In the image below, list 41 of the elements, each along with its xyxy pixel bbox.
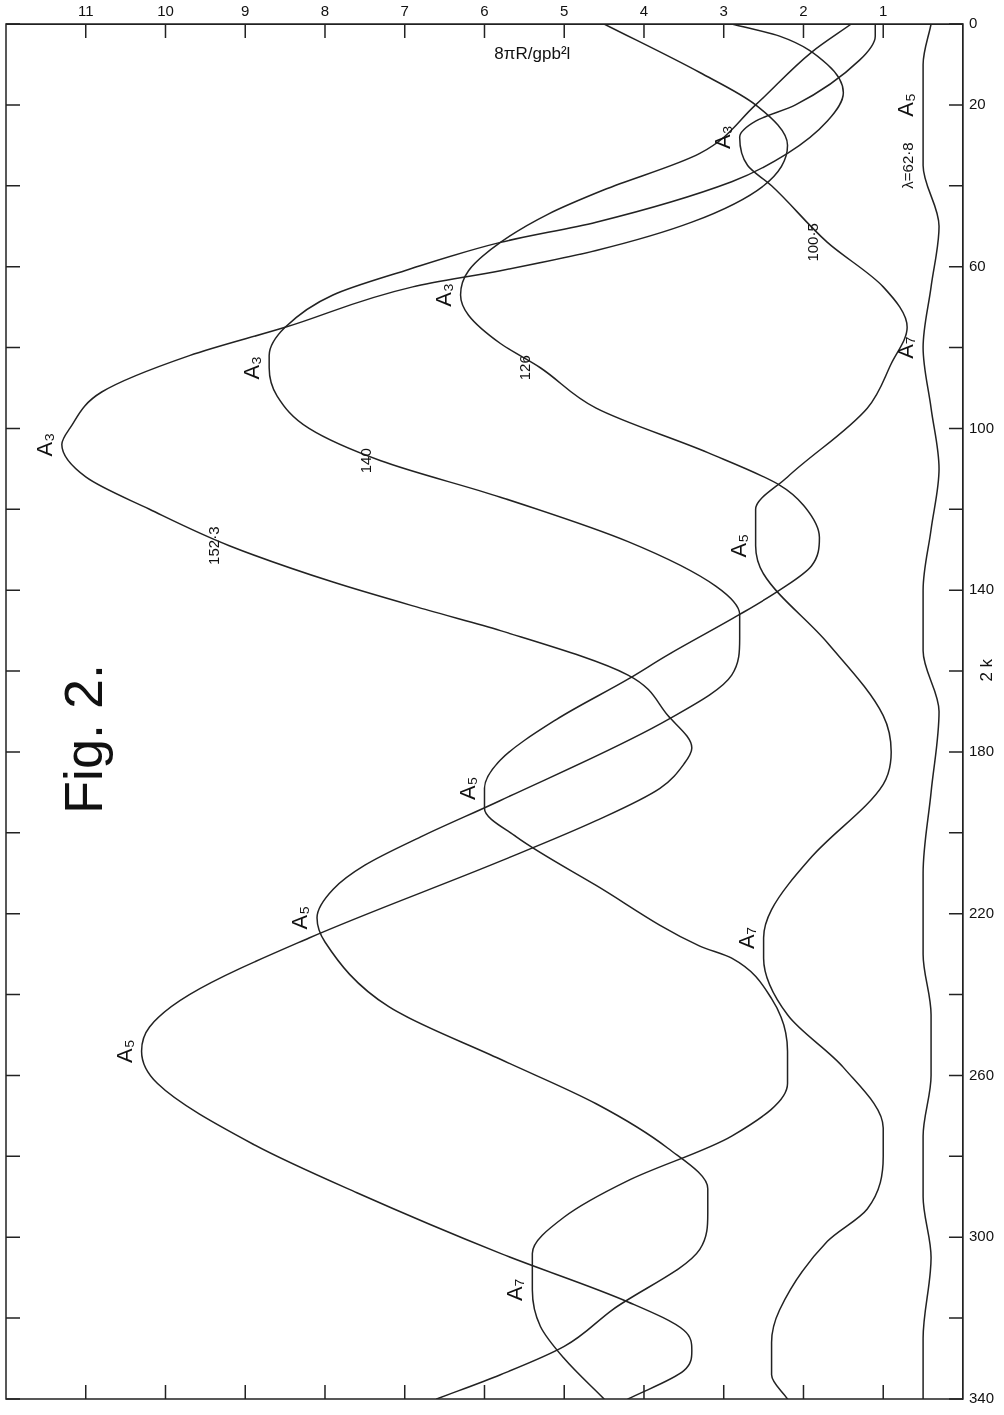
annotation: A₃: [31, 432, 57, 457]
y-tick-label: 100: [968, 418, 994, 436]
annotation: A₅: [287, 905, 313, 930]
y-axis-title: 2 k: [976, 658, 996, 682]
annotation: A₅: [725, 533, 751, 558]
x-tick-label: 2: [799, 2, 808, 20]
y-tick-label: 340: [968, 1389, 994, 1407]
annotation: A₅: [111, 1039, 137, 1063]
x-tick-label: 3: [719, 2, 728, 20]
annotation: 100·5: [803, 223, 821, 262]
x-tick-label: 11: [77, 2, 94, 20]
x-tick-label: 6: [480, 2, 489, 20]
annotation: A₃: [430, 283, 456, 307]
x-tick-label: 10: [157, 2, 174, 20]
annotation: λ=62·8: [899, 142, 917, 189]
y-tick-label: 140: [968, 580, 994, 598]
x-tick-label: 4: [639, 2, 649, 20]
x-tick-label: 1: [879, 2, 888, 20]
y-tick-label: 20: [968, 95, 986, 113]
annotation: A₇: [733, 926, 759, 950]
y-tick-label: 300: [968, 1227, 994, 1245]
annotation: A₅: [454, 776, 480, 801]
y-tick-label: 220: [968, 903, 994, 921]
x-axis-title: 8πR/gpb²l: [494, 44, 571, 64]
y-tick-label: 180: [968, 742, 994, 760]
text: Fig. 2.: [53, 663, 114, 815]
annotation: A₇: [893, 336, 919, 359]
x-tick-label: 9: [241, 2, 250, 20]
annotation: A₅: [893, 93, 919, 117]
y-tick-label: 0: [968, 14, 978, 32]
x-tick-label: 7: [400, 2, 409, 20]
x-tick-label: 8: [320, 2, 330, 20]
y-tick-label: 60: [968, 256, 986, 274]
annotation: A₇: [502, 1278, 528, 1301]
annotation: A₃: [239, 355, 265, 380]
annotation: 126: [516, 355, 534, 381]
y-tick-label: 260: [968, 1065, 994, 1083]
annotation: A₃: [709, 125, 735, 150]
x-tick-label: 5: [560, 2, 569, 20]
annotation: 152·3: [205, 526, 223, 565]
annotation: 140: [356, 448, 374, 474]
